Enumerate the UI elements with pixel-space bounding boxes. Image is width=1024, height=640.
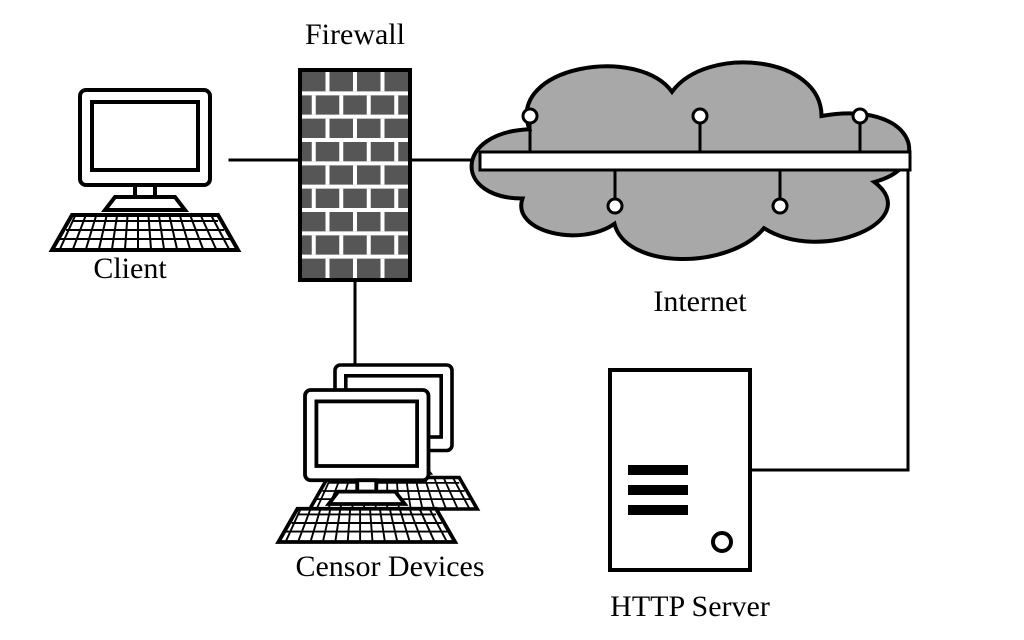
keyboard-icon [278,509,455,542]
network-bus [480,152,910,170]
bus-tap-node [693,109,707,123]
client-computer-icon [52,90,238,250]
bus-tap-node [853,109,867,123]
censor-computer-front-icon [278,390,455,542]
bus-tap-node [608,199,622,213]
keyboard-icon [52,215,238,250]
bus-tap-node [773,199,787,213]
bus-tap-node [523,109,537,123]
http-server-icon [610,370,750,570]
